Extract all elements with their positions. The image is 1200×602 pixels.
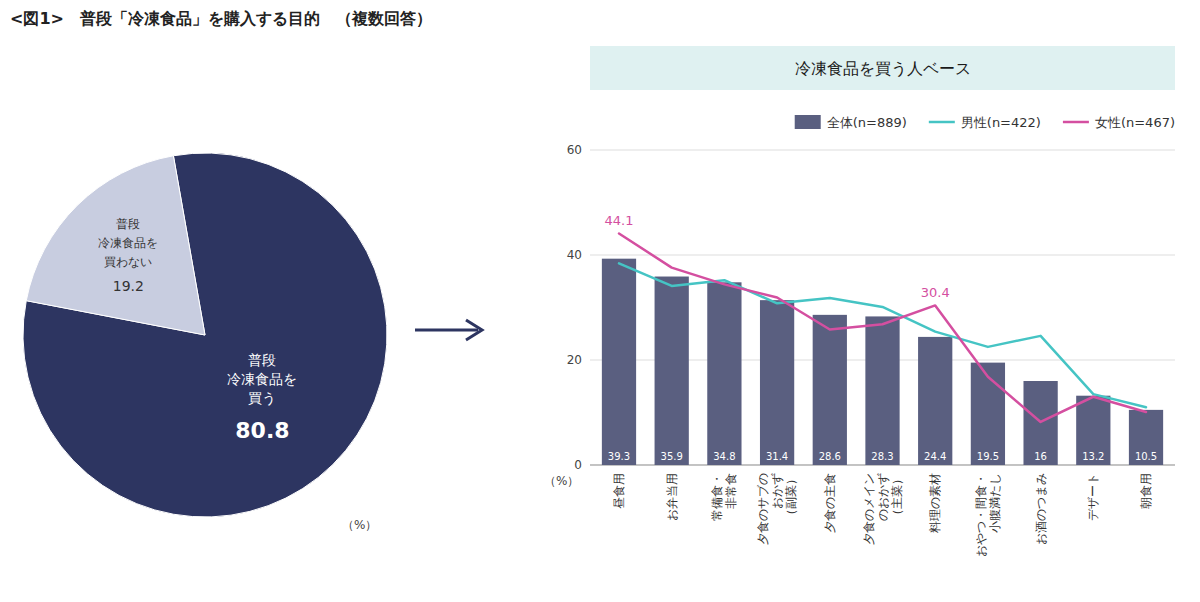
bar-value-label: 10.5 [1135,451,1157,462]
legend-item: 男性(n=422) [929,115,1041,130]
pie-label-line: 買わない [104,255,152,269]
pie-label-line: 冷凍食品を [227,371,297,387]
x-tick-label-line: おかず [770,473,784,509]
grid-line [590,255,1175,256]
bar-value-label: 24.4 [924,451,946,462]
bar [1129,410,1163,465]
x-tick-label-line: のおかず [876,473,890,521]
x-tick-label-line: デザート [1086,473,1100,521]
bar-value-label: 34.8 [713,451,735,462]
y-tick-label: 20 [567,353,582,367]
grid-line [590,150,1175,151]
pie-unit: （%） [342,518,377,532]
pie-label-line: 買う [248,390,276,406]
pie-slice [23,153,387,517]
x-tick-label: おやつ・間食・小腹満たし [974,473,1002,557]
x-tick-label: 夕食のサブのおかず（副菜） [756,473,798,545]
bar-value-label: 16 [1034,451,1047,462]
bar [760,300,794,465]
x-tick-label: デザート [1086,473,1100,521]
arrow-head [466,320,482,340]
bar-value-label: 19.5 [977,451,999,462]
bar-value-label: 13.2 [1082,451,1104,462]
pie-value-label: 80.8 [235,418,289,443]
pie-value-label: 19.2 [113,278,144,294]
x-tick-label-line: 小腹満たし [988,473,1002,533]
x-tick-label-line: おやつ・間食・ [974,473,988,557]
arrow [415,329,478,332]
y-tick-label: 60 [567,143,582,157]
bar [865,316,899,465]
x-tick-label-line: 夕食のサブの [756,473,770,545]
annotation: 44.1 [605,213,634,228]
x-tick-label: 常備食・非常食 [710,473,738,521]
pie-label-line: 普段 [248,352,276,368]
x-tick-label: 料理の素材 [928,473,942,533]
title: <図1> 普段「冷凍食品」を購入する目的 （複数回答） [10,9,432,28]
x-tick-label-line: お弁当用 [665,473,679,521]
bar-value-label: 28.6 [819,451,841,462]
legend-swatch [795,115,821,129]
y-tick-label: 40 [567,248,582,262]
plot-marks [602,233,1163,465]
x-tick-label-line: 非常食 [724,473,738,509]
pie-label-line: 普段 [116,217,140,231]
legend-item: 女性(n=467) [1063,115,1175,130]
legend-item: 全体(n=889) [795,115,907,130]
x-tick-label-line: お酒のつまみ [1034,473,1048,545]
subtitle-box [590,46,1175,90]
bar [813,315,847,465]
bar [707,282,741,465]
x-tick-label-line: 夕食のメイン [862,473,876,545]
x-tick-label: 夕食のメインのおかず（主菜） [862,473,904,545]
plot-labels: 39.3 35.9 34.8 31.4 28.6 28.3 24.4 19.5 16 13.2 10… [608,451,1157,462]
pie-label: 普段冷凍食品を買わない [98,217,158,269]
subtitle: 冷凍食品を買う人ベース [795,59,971,78]
x-tick-label-line: 夕食の主食 [823,473,837,533]
x-tick-label: お酒のつまみ [1034,473,1048,545]
annotation: 30.4 [921,285,950,300]
bar [1076,396,1110,465]
line [619,233,1146,421]
bar-value-label: 31.4 [766,451,788,462]
pie-label: 普段冷凍食品を買う [227,352,297,406]
legend-label: 全体(n=889) [827,115,907,130]
pie-slice [26,156,205,335]
x-tick-label: 昼食用 [612,473,626,509]
bar-value-label: 35.9 [661,451,683,462]
x-tick-label-line: （主菜） [890,473,904,521]
legend-swatch [929,121,955,124]
x-tick-label-line: 昼食用 [612,473,626,509]
x-tick-label-line: 料理の素材 [928,473,942,533]
legend-swatch [1063,121,1089,124]
line [619,263,1146,407]
y-tick-label: 0 [574,458,582,472]
x-tick-label-line: （副菜） [784,473,798,521]
legend: 全体(n=889) 男性(n=422) 女性(n=467) [795,115,1175,130]
legend-label: 男性(n=422) [961,115,1041,130]
legend-label: 女性(n=467) [1095,115,1175,130]
bar [602,259,636,465]
pie-label-line: 冷凍食品を [98,236,158,250]
bar [655,277,689,465]
bar-value-label: 39.3 [608,451,630,462]
x-tick-label: 朝食用 [1139,473,1153,509]
chart-canvas: <図1> 普段「冷凍食品」を購入する目的 （複数回答）普段冷凍食品を買う80.8… [0,0,1200,602]
x-tick-label-line: 常備食・ [710,473,724,521]
x-tick-label-line: 朝食用 [1139,473,1153,509]
bar-value-label: 28.3 [871,451,893,462]
x-tick-label: 夕食の主食 [823,473,837,533]
bar [918,337,952,465]
y-axis-label: （%） [544,474,579,488]
x-tick-label: お弁当用 [665,473,679,521]
pie [23,153,387,517]
